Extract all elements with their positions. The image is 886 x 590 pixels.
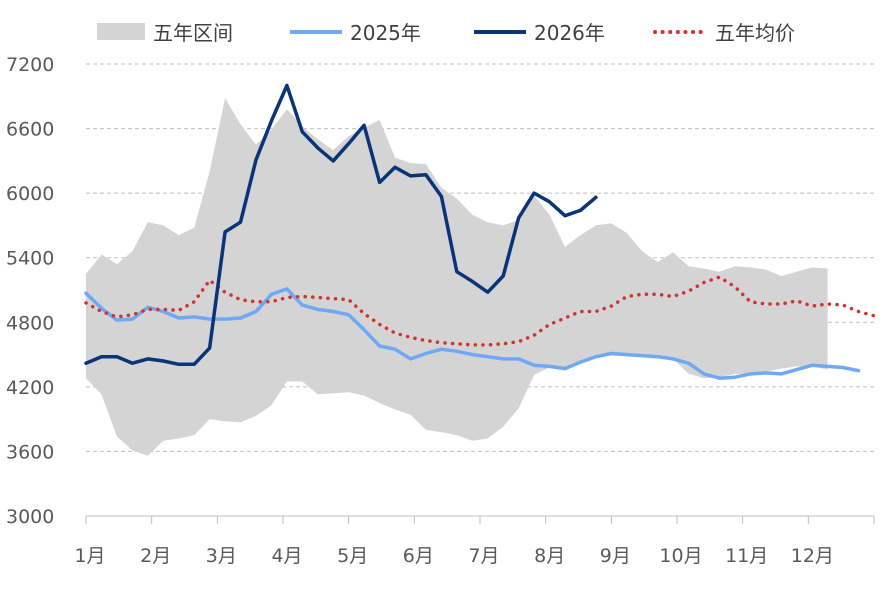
x-tick-label-12: 12月 xyxy=(791,545,834,567)
x-tick-label-9: 9月 xyxy=(600,545,631,567)
y-tick-label-6000: 6000 xyxy=(6,183,54,205)
y-tick-label-4200: 4200 xyxy=(6,377,54,399)
band-area xyxy=(86,98,828,456)
y-tick-label-4800: 4800 xyxy=(6,312,54,334)
legend-item-band: 五年区间 xyxy=(97,21,233,45)
legend: 五年区间 2025年 2026年 五年均价 xyxy=(97,21,795,45)
x-axis: 1月 2月 3月 4月 5月 6月 7月 8月 9月 10月 11月 12月 xyxy=(74,515,875,567)
y-axis: 3000 3600 4200 4800 5400 6000 6600 7200 xyxy=(6,54,54,528)
legend-label-2026: 2026年 xyxy=(534,21,605,45)
x-tick-label-5: 5月 xyxy=(337,545,368,567)
legend-label-2025: 2025年 xyxy=(350,21,421,45)
legend-label-avg: 五年均价 xyxy=(715,21,795,45)
y-tick-label-6600: 6600 xyxy=(6,119,54,141)
x-tick-label-2: 2月 xyxy=(140,545,171,567)
legend-item-avg: 五年均价 xyxy=(653,21,795,45)
x-tick-label-1: 1月 xyxy=(74,545,105,567)
legend-item-2025: 2025年 xyxy=(290,21,421,45)
series-line-2026 xyxy=(84,83,598,367)
band-layer xyxy=(86,98,828,456)
x-tick-label-3: 3月 xyxy=(206,545,237,567)
x-tick-label-10: 10月 xyxy=(659,545,702,567)
legend-item-2026: 2026年 xyxy=(474,21,605,45)
x-tick-label-7: 7月 xyxy=(468,545,499,567)
legend-label-band: 五年区间 xyxy=(153,21,233,45)
y-tick-label-5400: 5400 xyxy=(6,248,54,270)
legend-swatch-band xyxy=(97,23,145,40)
x-tick-label-6: 6月 xyxy=(403,545,434,567)
y-tick-label-3600: 3600 xyxy=(6,441,54,463)
series-layer xyxy=(84,83,876,380)
y-tick-label-7200: 7200 xyxy=(6,54,54,76)
y-tick-label-3000: 3000 xyxy=(6,506,54,528)
x-tick-label-11: 11月 xyxy=(725,545,768,567)
x-tick-label-4: 4月 xyxy=(271,545,302,567)
x-tick-label-8: 8月 xyxy=(534,545,565,567)
